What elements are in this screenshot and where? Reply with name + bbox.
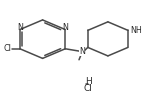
Text: Cl: Cl (3, 44, 11, 53)
Text: N: N (79, 47, 85, 56)
Text: NH: NH (131, 26, 142, 35)
Text: Cl: Cl (84, 84, 93, 93)
Text: N: N (17, 23, 23, 32)
Text: N: N (62, 23, 68, 32)
Text: H: H (86, 77, 92, 86)
